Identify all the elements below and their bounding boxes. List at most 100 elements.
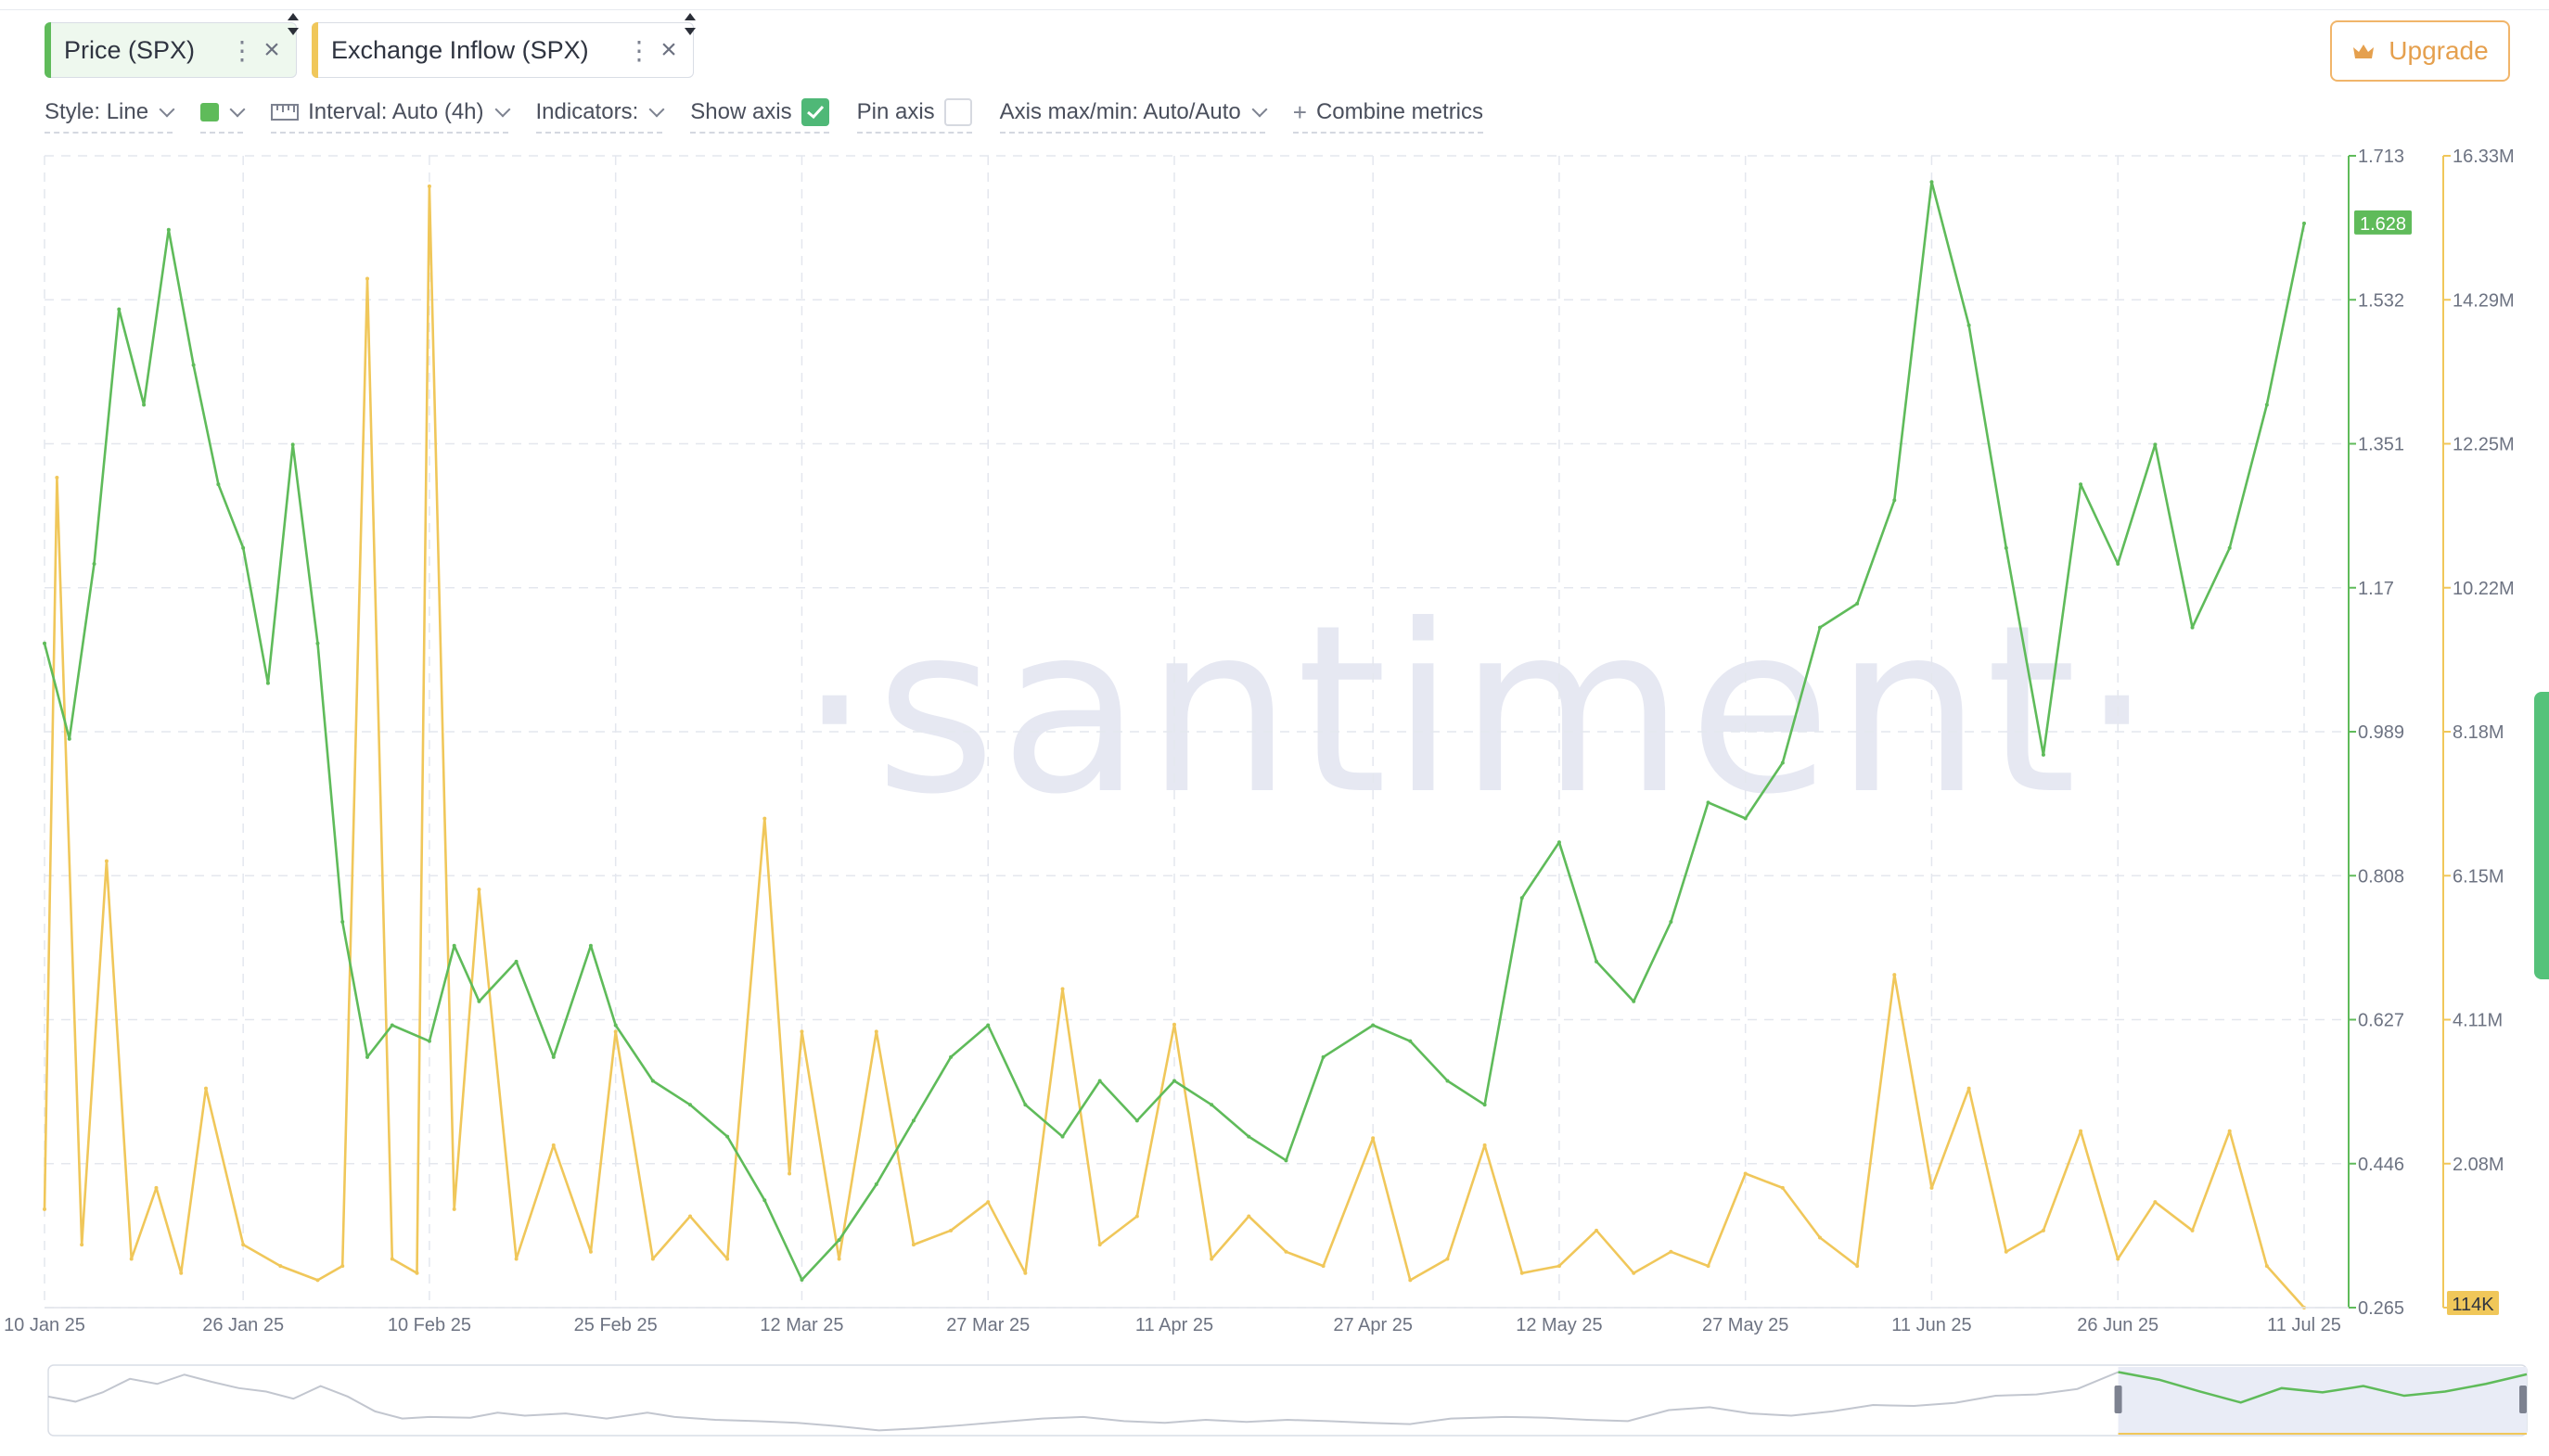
show-axis-checkbox[interactable] <box>801 98 829 126</box>
combine-metrics-button[interactable]: + Combine metrics <box>1292 98 1484 134</box>
inflow-series-point <box>452 1207 456 1211</box>
x-axis-tick-label: 27 May 25 <box>1702 1315 1788 1335</box>
inflow-series-point <box>1595 1228 1599 1232</box>
inflow-series-point <box>1210 1257 1214 1261</box>
inflow-series-point <box>2041 1228 2045 1232</box>
inflow-series-point <box>1632 1271 1636 1275</box>
indicators-dropdown[interactable]: Indicators: <box>535 99 665 134</box>
price-series-point <box>2116 562 2120 567</box>
drag-handle-icon[interactable] <box>683 11 698 37</box>
inflow-series-point <box>986 1200 991 1205</box>
inflow-series-point <box>1247 1214 1251 1219</box>
price-series-point <box>117 307 122 312</box>
more-options-icon[interactable]: ⋮ <box>626 35 652 65</box>
inflow-axis-tick-label: 12.25M <box>2453 435 2515 455</box>
x-axis-tick-label: 12 Mar 25 <box>760 1315 843 1335</box>
axis-maxmin-dropdown[interactable]: Axis max/min: Auto/Auto <box>999 99 1268 134</box>
inflow-series-point <box>1743 1171 1748 1176</box>
price-series-point <box>1321 1054 1326 1059</box>
price-series-point <box>514 959 519 964</box>
close-icon[interactable]: × <box>660 34 677 65</box>
inflow-series-point <box>949 1228 954 1232</box>
inflow-series-point <box>2190 1228 2195 1232</box>
color-swatch <box>200 103 220 121</box>
metric-tab-exchange-inflow[interactable]: Exchange Inflow (SPX) ⋮ × <box>312 22 694 78</box>
color-dropdown[interactable] <box>200 100 246 134</box>
pin-axis-toggle[interactable]: Pin axis <box>856 98 972 134</box>
side-panel-handle[interactable] <box>2534 692 2549 979</box>
inflow-series-point <box>415 1271 419 1275</box>
price-series-point <box>142 402 147 407</box>
price-series-point <box>92 562 96 567</box>
price-series-point <box>427 1039 431 1043</box>
price-series-point <box>2079 482 2083 487</box>
upgrade-button[interactable]: Upgrade <box>2330 20 2510 82</box>
inflow-series-point <box>365 276 369 281</box>
price-series-point <box>588 943 593 948</box>
inflow-series-point <box>1669 1249 1673 1254</box>
inflow-series-point <box>588 1249 593 1254</box>
inflow-axis-tick-label: 4.11M <box>2453 1011 2503 1031</box>
inflow-series-point <box>278 1264 283 1269</box>
price-series-point <box>452 943 456 948</box>
inflow-series-point <box>390 1257 394 1261</box>
close-icon[interactable]: × <box>263 34 280 65</box>
inflow-series-point <box>1892 973 1897 977</box>
navigator-selection <box>2118 1367 2527 1434</box>
inflow-series-point <box>1284 1249 1288 1254</box>
inflow-series-point <box>762 816 767 821</box>
price-series-point <box>1892 498 1897 503</box>
inflow-axis-tick-label: 6.15M <box>2453 866 2504 887</box>
price-series-point <box>986 1023 991 1028</box>
price-series-point <box>1966 323 1971 327</box>
current-inflow-label: 114K <box>2452 1295 2494 1315</box>
price-series-point <box>1743 816 1748 821</box>
inflow-series-point <box>1060 987 1065 991</box>
inflow-series-point <box>800 1029 804 1034</box>
inflow-series-point <box>1134 1214 1139 1219</box>
inflow-series-point <box>477 888 481 892</box>
inflow-series-point <box>55 475 59 479</box>
inflow-series-point <box>2264 1264 2269 1269</box>
inflow-series-point <box>241 1243 246 1247</box>
pin-axis-checkbox[interactable] <box>943 98 972 126</box>
inflow-series-point <box>2116 1257 2120 1261</box>
inflow-series-point <box>1408 1278 1413 1283</box>
current-price-badge <box>2354 210 2412 235</box>
navigator-overview-line <box>47 1371 2119 1432</box>
inflow-series-point <box>1818 1235 1822 1240</box>
navigator-left-handle[interactable] <box>2114 1386 2122 1413</box>
inflow-series-point <box>1172 1022 1176 1027</box>
price-series-point <box>315 641 320 645</box>
axis-maxmin-label: Axis max/min: Auto/Auto <box>999 99 1241 124</box>
price-series-point <box>2190 625 2195 630</box>
metric-tab-label: Exchange Inflow (SPX) <box>331 35 589 64</box>
price-series-point <box>265 681 270 685</box>
price-series-point <box>1929 180 1934 185</box>
more-options-icon[interactable]: ⋮ <box>229 35 255 65</box>
style-dropdown[interactable]: Style: Line <box>45 99 175 134</box>
price-series-point <box>911 1118 916 1123</box>
price-series-point <box>1780 760 1785 765</box>
inflow-series-point <box>2004 1249 2008 1254</box>
show-axis-toggle[interactable]: Show axis <box>690 98 829 134</box>
price-series-point <box>725 1134 730 1139</box>
x-axis-tick-label: 26 Jun 25 <box>2077 1315 2158 1335</box>
metric-tab-price[interactable]: Price (SPX) ⋮ × <box>45 22 297 78</box>
price-series-point <box>191 363 196 367</box>
show-axis-label: Show axis <box>690 99 792 124</box>
current-price-label: 1.628 <box>2360 214 2406 235</box>
price-series-point <box>2302 221 2306 225</box>
top-border <box>0 0 2549 10</box>
price-series-point <box>1669 919 1673 924</box>
inflow-series-point <box>43 1207 46 1211</box>
interval-dropdown[interactable]: Interval: Auto (4h) <box>271 99 511 134</box>
upgrade-label: Upgrade <box>2389 36 2489 65</box>
price-color-bar <box>45 22 51 78</box>
price-series-point <box>2264 402 2269 407</box>
price-axis-tick-label: 1.351 <box>2358 435 2404 455</box>
navigator-right-handle[interactable] <box>2519 1386 2527 1413</box>
drag-handle-icon[interactable] <box>286 11 301 37</box>
price-series-point <box>1595 959 1599 964</box>
